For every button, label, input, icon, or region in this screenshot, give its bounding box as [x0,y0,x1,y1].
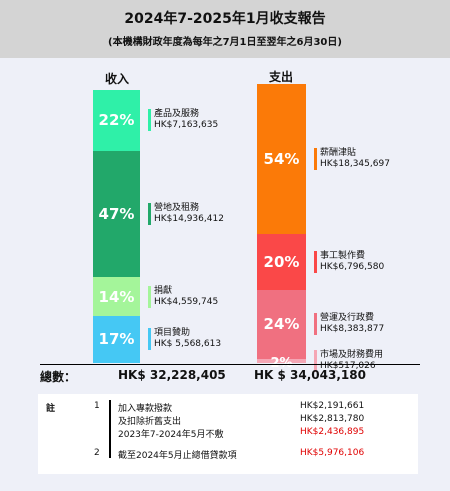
income-legend-label-4: 項目贊助 [154,328,191,339]
header: 2024年7-2025年1月收支報告 (本機構財政年度為每年之7月1日至翌年之6… [0,0,450,58]
expense-segment-1: 54% [257,84,306,235]
income-legend-2: 營地及租務 HK$14,936,412 [154,203,224,225]
income-segment-1-percent: 22% [98,111,135,130]
income-legend-marker-2 [148,202,151,225]
note-line-4: 截至2024年5月止總借貸款項 [118,451,237,461]
income-segment-4: 17% [93,315,140,363]
expense-legend-amount-4: HK$517,026 [320,360,376,371]
note-value-4: HK$5,976,106 [300,448,365,458]
expense-legend-4: 市場及財務費用 HK$517,026 [320,350,383,372]
expense-legend-label-1: 薪酬津貼 [320,148,357,159]
expense-legend-marker-2 [314,251,317,274]
income-legend-marker-3 [148,285,151,308]
note-line-2: 及扣除折舊支出 [118,417,182,427]
income-legend-label-3: 捐獻 [154,285,173,296]
income-legend-4: 項目贊助 HK$ 5,568,613 [154,328,221,350]
expense-segment-2-percent: 20% [263,253,300,272]
expense-segment-4-percent: 2% [270,355,293,371]
expense-legend-label-4: 市場及財務費用 [320,349,384,360]
notes-divider [109,400,111,458]
income-segment-3: 14% [93,277,140,316]
expense-segment-3-percent: 24% [263,315,300,334]
income-legend-marker-1 [148,109,151,132]
expense-legend-label-2: 事工製作費 [320,251,366,262]
income-legend-3: 捐獻 HK$4,559,745 [154,286,218,308]
expense-legend-amount-1: HK$18,345,697 [320,159,390,170]
expense-legend-marker-1 [314,148,317,171]
note-line-3: 2023年7-2024年5月不敷 [118,430,224,440]
income-legend-amount-1: HK$7,163,635 [154,120,219,131]
page-title: 2024年7-2025年1月收支報告 [124,11,326,27]
note-number-1: 1 [94,401,100,411]
expense-segment-3: 24% [257,290,306,359]
income-heading: 收入 [104,72,129,86]
expense-segment-2: 20% [257,234,306,291]
expense-legend-marker-3 [314,313,317,336]
income-segment-4-percent: 17% [98,330,135,349]
expense-legend-amount-2: HK$6,796,580 [320,262,385,273]
note-number-2: 2 [94,448,100,458]
income-legend-label-1: 產品及服務 [154,109,200,120]
expense-legend-marker-4 [314,349,317,372]
notes-label: 註 [46,404,56,414]
income-legend-amount-4: HK$ 5,568,613 [154,339,222,350]
note-line-1: 加入專款撥款 [118,404,173,414]
note-value-3: HK$2,436,895 [300,427,365,437]
expense-legend-label-3: 營運及行政費 [320,313,375,324]
expense-legend-1: 薪酬津貼 HK$18,345,697 [320,148,390,170]
expense-legend-2: 事工製作費 HK$6,796,580 [320,251,384,273]
income-legend-1: 產品及服務 HK$7,163,635 [154,109,218,131]
income-legend-amount-3: HK$4,559,745 [154,296,219,307]
page-subtitle: (本機構財政年度為每年之7月1日至翌年之6月30日) [108,37,342,48]
notes-box: 註 1 加入專款撥款 HK$2,191,661 及扣除折舊支出 HK$2,813… [38,394,418,474]
income-legend-marker-4 [148,328,151,351]
expense-legend-amount-3: HK$8,383,877 [320,324,385,335]
income-segment-3-percent: 14% [98,287,135,306]
note-value-1: HK$2,191,661 [300,401,365,411]
income-legend-label-2: 營地及租務 [154,202,200,213]
note-value-2: HK$2,813,780 [300,414,365,424]
expense-total: HK $ 34,043,180 [254,368,366,382]
income-legend-amount-2: HK$14,936,412 [154,213,224,224]
income-segment-2-percent: 47% [98,204,135,223]
expense-heading: 支出 [268,70,293,84]
total-label: 總數： [40,370,77,384]
baseline [40,364,420,365]
expense-segment-1-percent: 54% [263,150,300,169]
income-segment-2: 47% [93,150,140,278]
income-total: HK$ 32,228,405 [118,368,226,382]
income-segment-1: 22% [93,90,140,151]
expense-segment-4: 2% [257,356,306,371]
expense-legend-3: 營運及行政費 HK$8,383,877 [320,313,384,335]
